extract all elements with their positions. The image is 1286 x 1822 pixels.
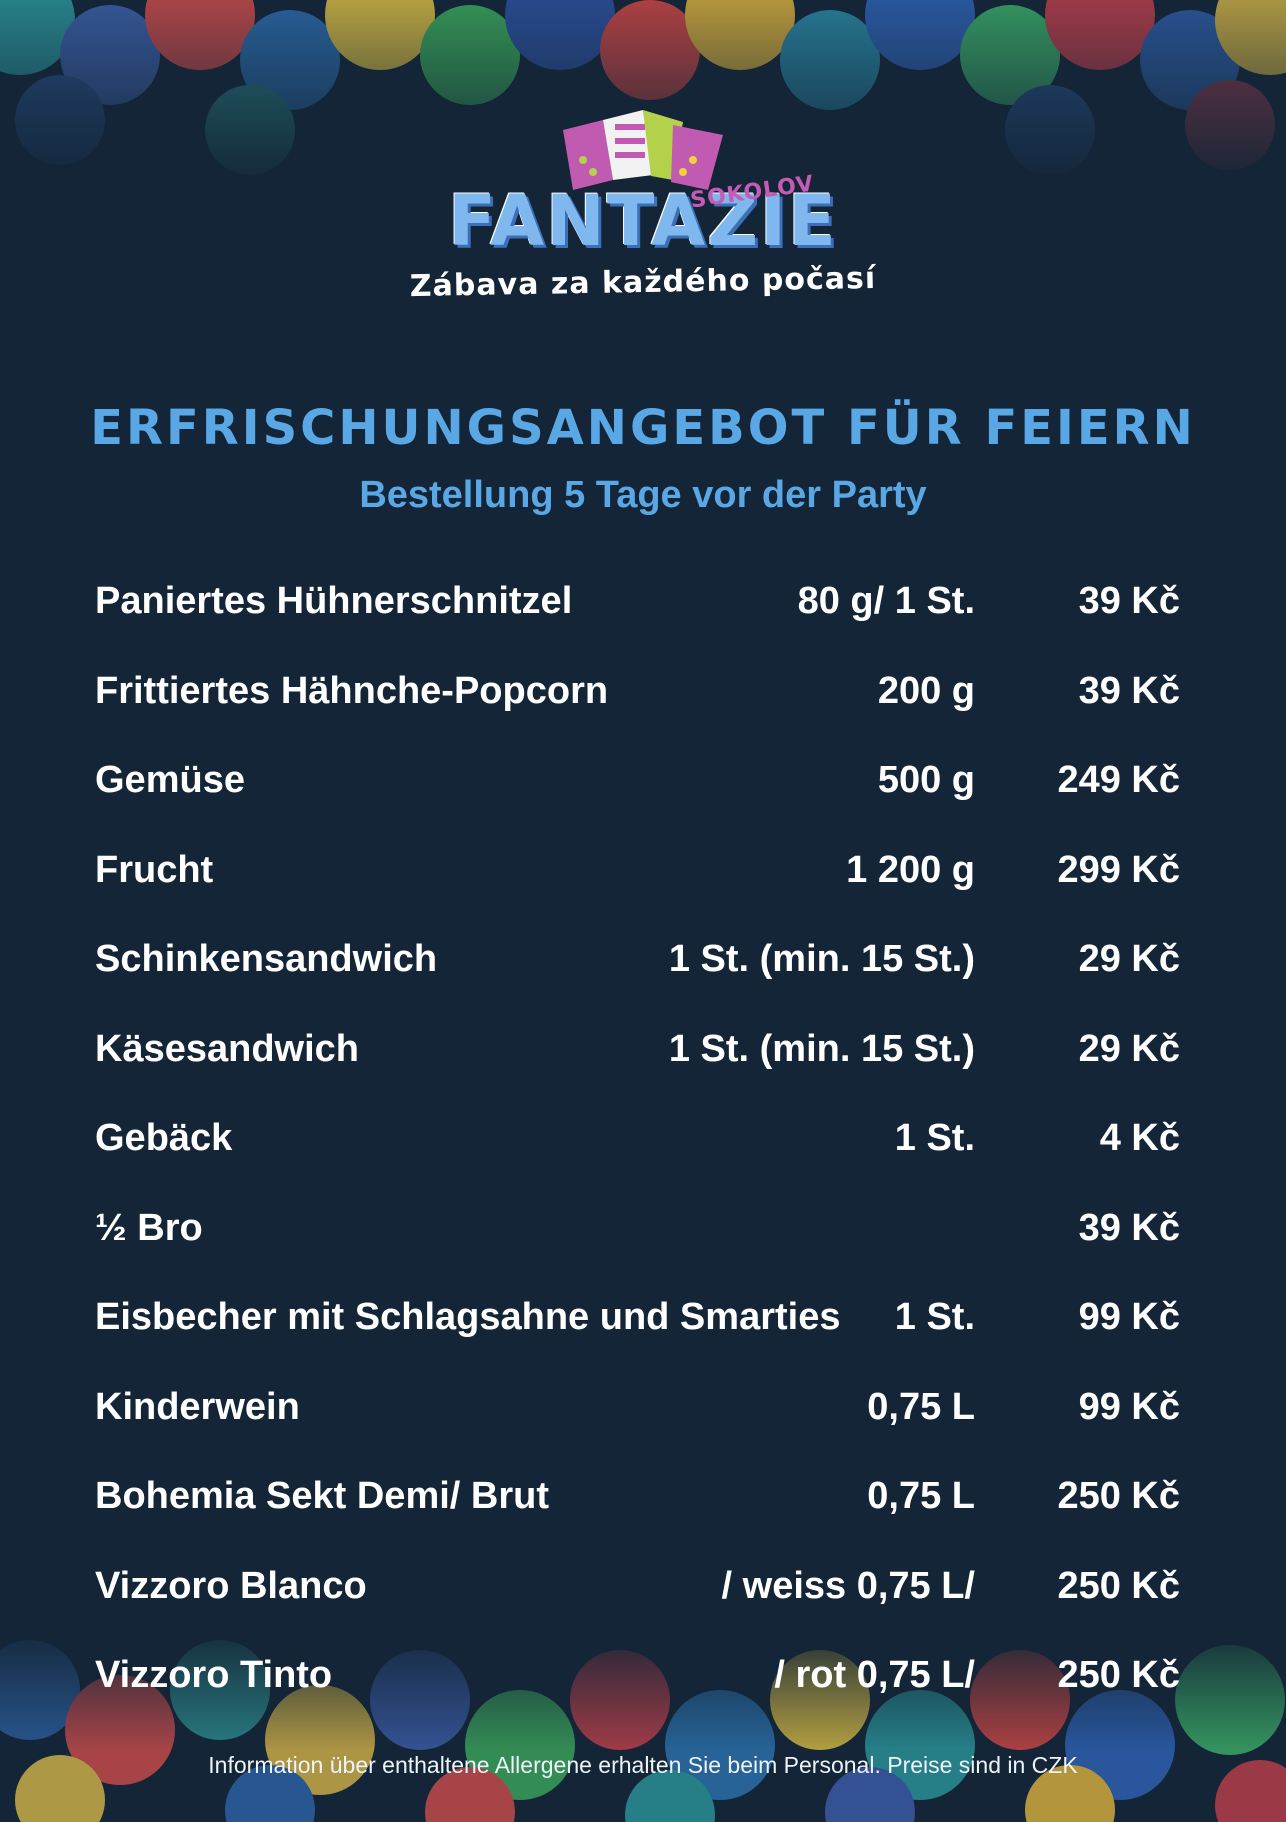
fantazie-logo: FANTAZIE SOKOLOV Zábava za každého počas… xyxy=(0,110,1286,320)
menu-item-name: Vizzoro Tinto xyxy=(95,1654,333,1696)
menu-item: Frittiertes Hähnche-Popcorn 200 g 39 Kč xyxy=(95,670,1180,760)
menu-item-price: 29 Kč xyxy=(1078,1027,1180,1070)
menu-item: Eisbecher mit Schlagsahne und Smarties 1… xyxy=(95,1296,1180,1386)
menu-item-quantity: 0,75 L xyxy=(867,1475,975,1517)
menu-item: Schinkensandwich 1 St. (min. 15 St.) 29 … xyxy=(95,938,1180,1028)
allergen-footer-note: Information über enthaltene Allergene er… xyxy=(208,1752,1078,1778)
menu-item-price: 29 Kč xyxy=(1078,938,1180,980)
menu-item-name: Paniertes Hühnerschnitzel xyxy=(95,580,573,622)
menu-item-name: Käsesandwich xyxy=(95,1027,359,1070)
menu-item-price: 249 Kč xyxy=(1057,759,1180,801)
menu-item-name: Schinkensandwich xyxy=(95,938,438,980)
menu-item-name: ½ Bro xyxy=(95,1206,203,1249)
menu-item-name: Gebäck xyxy=(95,1117,233,1159)
menu-item-name: Eisbecher mit Schlagsahne und Smarties xyxy=(95,1296,841,1338)
menu-item-name: Frittiertes Hähnche-Popcorn xyxy=(95,669,609,712)
menu-item-quantity: 0,75 L xyxy=(867,1385,975,1428)
menu-item-quantity: 200 g xyxy=(877,669,975,712)
menu-item-price: 250 Kč xyxy=(1057,1475,1180,1517)
menu-item-quantity: / rot 0,75 L/ xyxy=(774,1654,975,1696)
menu-item: Bohemia Sekt Demi/ Brut 0,75 L 250 Kč xyxy=(95,1475,1180,1565)
menu-item: Gebäck 1 St. 4 Kč xyxy=(95,1117,1180,1207)
menu-item-name: Bohemia Sekt Demi/ Brut xyxy=(95,1475,549,1517)
menu-item-quantity: 1 200 g xyxy=(846,848,975,891)
menu-item-price: 250 Kč xyxy=(1057,1564,1180,1607)
menu-item-quantity: 80 g/ 1 St. xyxy=(797,580,975,622)
menu-item: Gemüse 500 g 249 Kč xyxy=(95,759,1180,849)
logo-tagline: Zábava za každého počasí xyxy=(409,260,877,305)
menu-item-name: Frucht xyxy=(95,848,214,891)
menu-item: Vizzoro Tinto / rot 0,75 L/ 250 Kč xyxy=(95,1654,1180,1744)
menu-item-price: 4 Kč xyxy=(1099,1117,1180,1159)
menu-item: Vizzoro Blanco / weiss 0,75 L/ 250 Kč xyxy=(95,1565,1180,1655)
menu-item-name: Vizzoro Blanco xyxy=(95,1564,367,1607)
menu-item-name: Gemüse xyxy=(95,759,245,801)
menu-item-price: 299 Kč xyxy=(1057,848,1180,891)
menu-item-quantity: 1 St. xyxy=(894,1296,975,1338)
menu-item-price: 250 Kč xyxy=(1057,1654,1180,1696)
menu-item-quantity: 1 St. xyxy=(894,1117,975,1159)
menu-item-quantity: 1 St. (min. 15 St.) xyxy=(668,1027,975,1070)
menu-item-quantity: 500 g xyxy=(877,759,975,801)
menu-item: Käsesandwich 1 St. (min. 15 St.) 29 Kč xyxy=(95,1028,1180,1118)
menu-list: Paniertes Hühnerschnitzel 80 g/ 1 St. 39… xyxy=(95,580,1180,1744)
menu-item-price: 99 Kč xyxy=(1078,1385,1180,1428)
menu-item-quantity: / weiss 0,75 L/ xyxy=(721,1564,975,1607)
castle-icon xyxy=(563,110,723,190)
logo-brand: FANTAZIE xyxy=(448,180,838,262)
menu-item-price: 39 Kč xyxy=(1078,580,1180,622)
menu-item-name: Kinderwein xyxy=(95,1385,300,1428)
menu-item: Frucht 1 200 g 299 Kč xyxy=(95,849,1180,939)
menu-item-price: 39 Kč xyxy=(1078,1206,1180,1249)
page-title: ERFRISCHUNGSANGEBOT FÜR FEIERN xyxy=(90,400,1196,456)
page-subtitle: Bestellung 5 Tage vor der Party xyxy=(359,474,927,516)
menu-item: Kinderwein 0,75 L 99 Kč xyxy=(95,1386,1180,1476)
menu-item: ½ Bro 39 Kč xyxy=(95,1207,1180,1297)
menu-item-quantity: 1 St. (min. 15 St.) xyxy=(668,938,975,980)
menu-item-price: 39 Kč xyxy=(1078,669,1180,712)
menu-item-price: 99 Kč xyxy=(1078,1296,1180,1338)
menu-item: Paniertes Hühnerschnitzel 80 g/ 1 St. 39… xyxy=(95,580,1180,670)
